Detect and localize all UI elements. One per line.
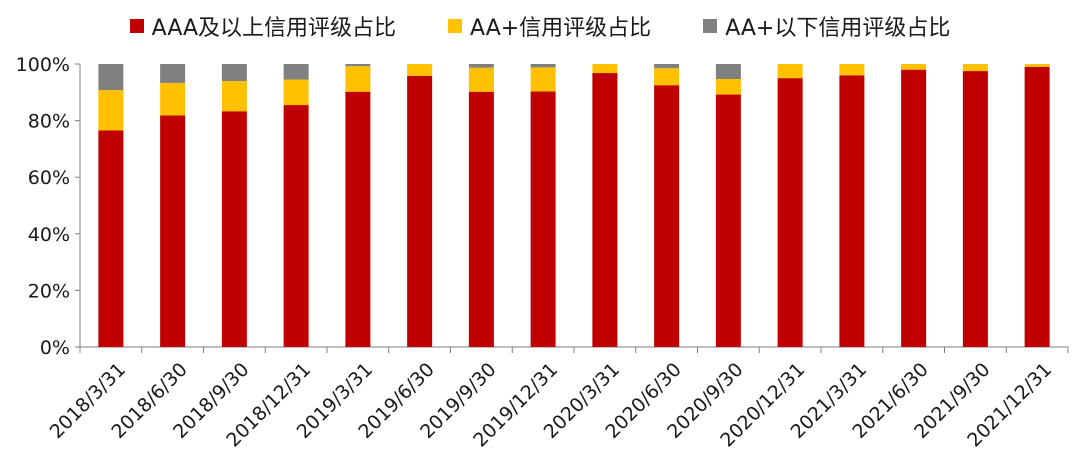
legend-item: AAA及以上信用评级占比 — [129, 10, 397, 42]
bar-segment — [283, 64, 309, 80]
bar-segment — [345, 91, 371, 347]
bar-segment — [407, 64, 433, 76]
bar-segment — [98, 130, 124, 347]
bar-segment — [592, 64, 618, 74]
bar-segment — [901, 69, 927, 347]
legend-label: AAA及以上信用评级占比 — [151, 16, 397, 41]
bar-segment — [221, 64, 247, 81]
bar-segment — [468, 64, 494, 68]
bar-segment — [221, 111, 247, 347]
bar-segment — [160, 64, 186, 83]
bars — [98, 64, 1050, 348]
y-tick-label: 0% — [40, 337, 70, 359]
bar-segment — [530, 91, 556, 348]
bar-segment — [839, 75, 865, 347]
bar-segment — [160, 115, 186, 347]
legend-swatch — [448, 19, 463, 33]
bar-segment — [468, 91, 494, 347]
bar-segment — [407, 75, 433, 348]
y-tick-label: 20% — [28, 280, 70, 302]
legend: AAA及以上信用评级占比 AA+信用评级占比 AA+以下信用评级占比 — [0, 8, 1080, 44]
bar-segment — [345, 66, 371, 92]
bar-segment — [777, 78, 803, 348]
bar-segment — [962, 71, 988, 347]
bar-segment — [592, 73, 618, 347]
bar-segment — [962, 64, 988, 72]
legend-swatch — [129, 19, 144, 33]
legend-item: AA+以下信用评级占比 — [703, 10, 950, 42]
bar-segment — [1024, 64, 1050, 67]
bar-segment — [654, 64, 680, 69]
bar-segment — [221, 80, 247, 112]
bar-segment — [530, 64, 556, 68]
bar-segment — [715, 78, 741, 95]
bar-segment — [654, 68, 680, 86]
bar-segment — [654, 85, 680, 347]
bar-segment — [160, 82, 186, 116]
bar-segment — [345, 64, 371, 67]
bar-segment — [1024, 66, 1050, 347]
legend-swatch — [703, 19, 718, 33]
y-tick-label: 80% — [28, 111, 70, 133]
legend-label: AA+以下信用评级占比 — [725, 16, 951, 41]
bar-segment — [283, 79, 309, 106]
bar-segment — [777, 64, 803, 79]
legend-item: AA+信用评级占比 — [448, 10, 651, 42]
bar-segment — [468, 67, 494, 92]
bar-segment — [715, 94, 741, 348]
bar-segment — [98, 90, 124, 131]
y-tick-label: 100% — [16, 54, 70, 76]
bar-segment — [715, 64, 741, 79]
y-tick-label: 60% — [28, 167, 70, 189]
y-tick-label: 40% — [28, 224, 70, 246]
bar-segment — [839, 64, 865, 76]
legend-label: AA+信用评级占比 — [470, 16, 652, 41]
bar-segment — [98, 64, 124, 91]
bar-segment — [901, 64, 927, 70]
bar-segment — [283, 105, 309, 347]
bar-segment — [530, 67, 556, 92]
